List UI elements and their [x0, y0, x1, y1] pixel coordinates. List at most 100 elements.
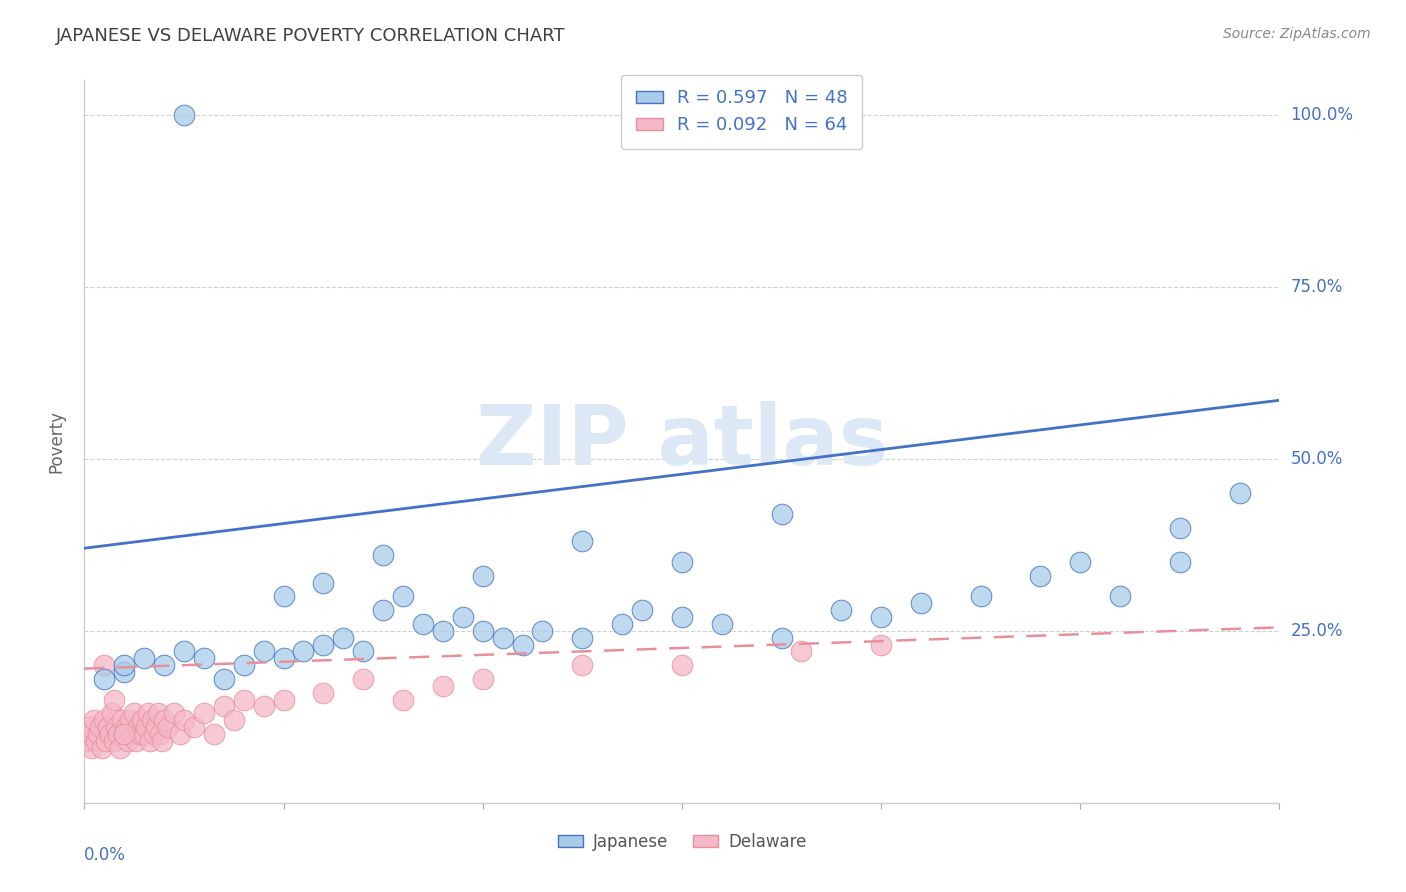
Point — [115, 720, 138, 734]
Point — [471, 672, 494, 686]
Point — [110, 740, 132, 755]
Point — [89, 720, 111, 734]
Point — [132, 651, 156, 665]
Point — [1168, 555, 1191, 569]
Point — [292, 644, 315, 658]
Point — [149, 727, 172, 741]
Point — [93, 672, 115, 686]
Point — [136, 706, 159, 721]
Point — [253, 699, 276, 714]
Point — [432, 624, 454, 638]
Point — [1069, 555, 1091, 569]
Point — [612, 616, 634, 631]
Point — [571, 658, 593, 673]
Point — [131, 713, 153, 727]
Point — [710, 616, 733, 631]
Point — [671, 610, 693, 624]
Point — [392, 590, 415, 604]
Point — [98, 727, 121, 741]
Point — [870, 610, 893, 624]
Point — [212, 699, 235, 714]
Point — [105, 720, 128, 734]
Point — [432, 679, 454, 693]
Point — [111, 713, 134, 727]
Point — [451, 610, 474, 624]
Point — [112, 658, 135, 673]
Point — [135, 720, 157, 734]
Point — [97, 720, 120, 734]
Point — [112, 727, 135, 741]
Point — [141, 713, 163, 727]
Point — [82, 740, 104, 755]
Point — [910, 596, 932, 610]
Point — [202, 727, 225, 741]
Point — [125, 734, 148, 748]
Point — [120, 713, 142, 727]
Point — [127, 720, 149, 734]
Text: JAPANESE VS DELAWARE POVERTY CORRELATION CHART: JAPANESE VS DELAWARE POVERTY CORRELATION… — [56, 27, 565, 45]
Point — [145, 720, 167, 734]
Point — [671, 658, 693, 673]
Point — [101, 706, 124, 721]
Point — [107, 727, 129, 741]
Point — [412, 616, 434, 631]
Point — [312, 686, 335, 700]
Point — [212, 672, 235, 686]
Point — [373, 603, 395, 617]
Point — [173, 713, 195, 727]
Point — [87, 727, 110, 741]
Point — [143, 727, 166, 741]
Point — [153, 713, 176, 727]
Point — [139, 734, 162, 748]
Y-axis label: Poverty: Poverty — [48, 410, 66, 473]
Point — [671, 555, 693, 569]
Point — [103, 692, 125, 706]
Text: 100.0%: 100.0% — [1291, 105, 1354, 124]
Point — [75, 734, 97, 748]
Point — [312, 575, 335, 590]
Point — [83, 713, 105, 727]
Point — [91, 740, 114, 755]
Point — [193, 706, 215, 721]
Point — [132, 727, 156, 741]
Point — [352, 644, 374, 658]
Point — [870, 638, 893, 652]
Point — [153, 658, 176, 673]
Text: 50.0%: 50.0% — [1291, 450, 1343, 467]
Point — [571, 631, 593, 645]
Point — [471, 568, 494, 582]
Text: 75.0%: 75.0% — [1291, 277, 1343, 296]
Point — [146, 706, 169, 721]
Point — [1168, 520, 1191, 534]
Legend: Japanese, Delaware: Japanese, Delaware — [550, 825, 814, 860]
Point — [122, 706, 145, 721]
Point — [112, 665, 135, 679]
Point — [232, 658, 254, 673]
Point — [571, 534, 593, 549]
Point — [157, 720, 180, 734]
Point — [312, 638, 335, 652]
Point — [1029, 568, 1052, 582]
Point — [163, 706, 186, 721]
Point — [373, 548, 395, 562]
Point — [471, 624, 494, 638]
Text: 25.0%: 25.0% — [1291, 622, 1343, 640]
Point — [332, 631, 354, 645]
Point — [103, 734, 125, 748]
Point — [150, 734, 173, 748]
Point — [173, 644, 195, 658]
Point — [86, 734, 108, 748]
Point — [830, 603, 852, 617]
Point — [531, 624, 554, 638]
Point — [117, 734, 139, 748]
Point — [273, 651, 295, 665]
Point — [392, 692, 415, 706]
Point — [273, 692, 295, 706]
Point — [232, 692, 254, 706]
Point — [129, 727, 152, 741]
Point — [790, 644, 813, 658]
Text: Source: ZipAtlas.com: Source: ZipAtlas.com — [1223, 27, 1371, 41]
Text: ZIP atlas: ZIP atlas — [475, 401, 889, 482]
Point — [222, 713, 245, 727]
Point — [492, 631, 515, 645]
